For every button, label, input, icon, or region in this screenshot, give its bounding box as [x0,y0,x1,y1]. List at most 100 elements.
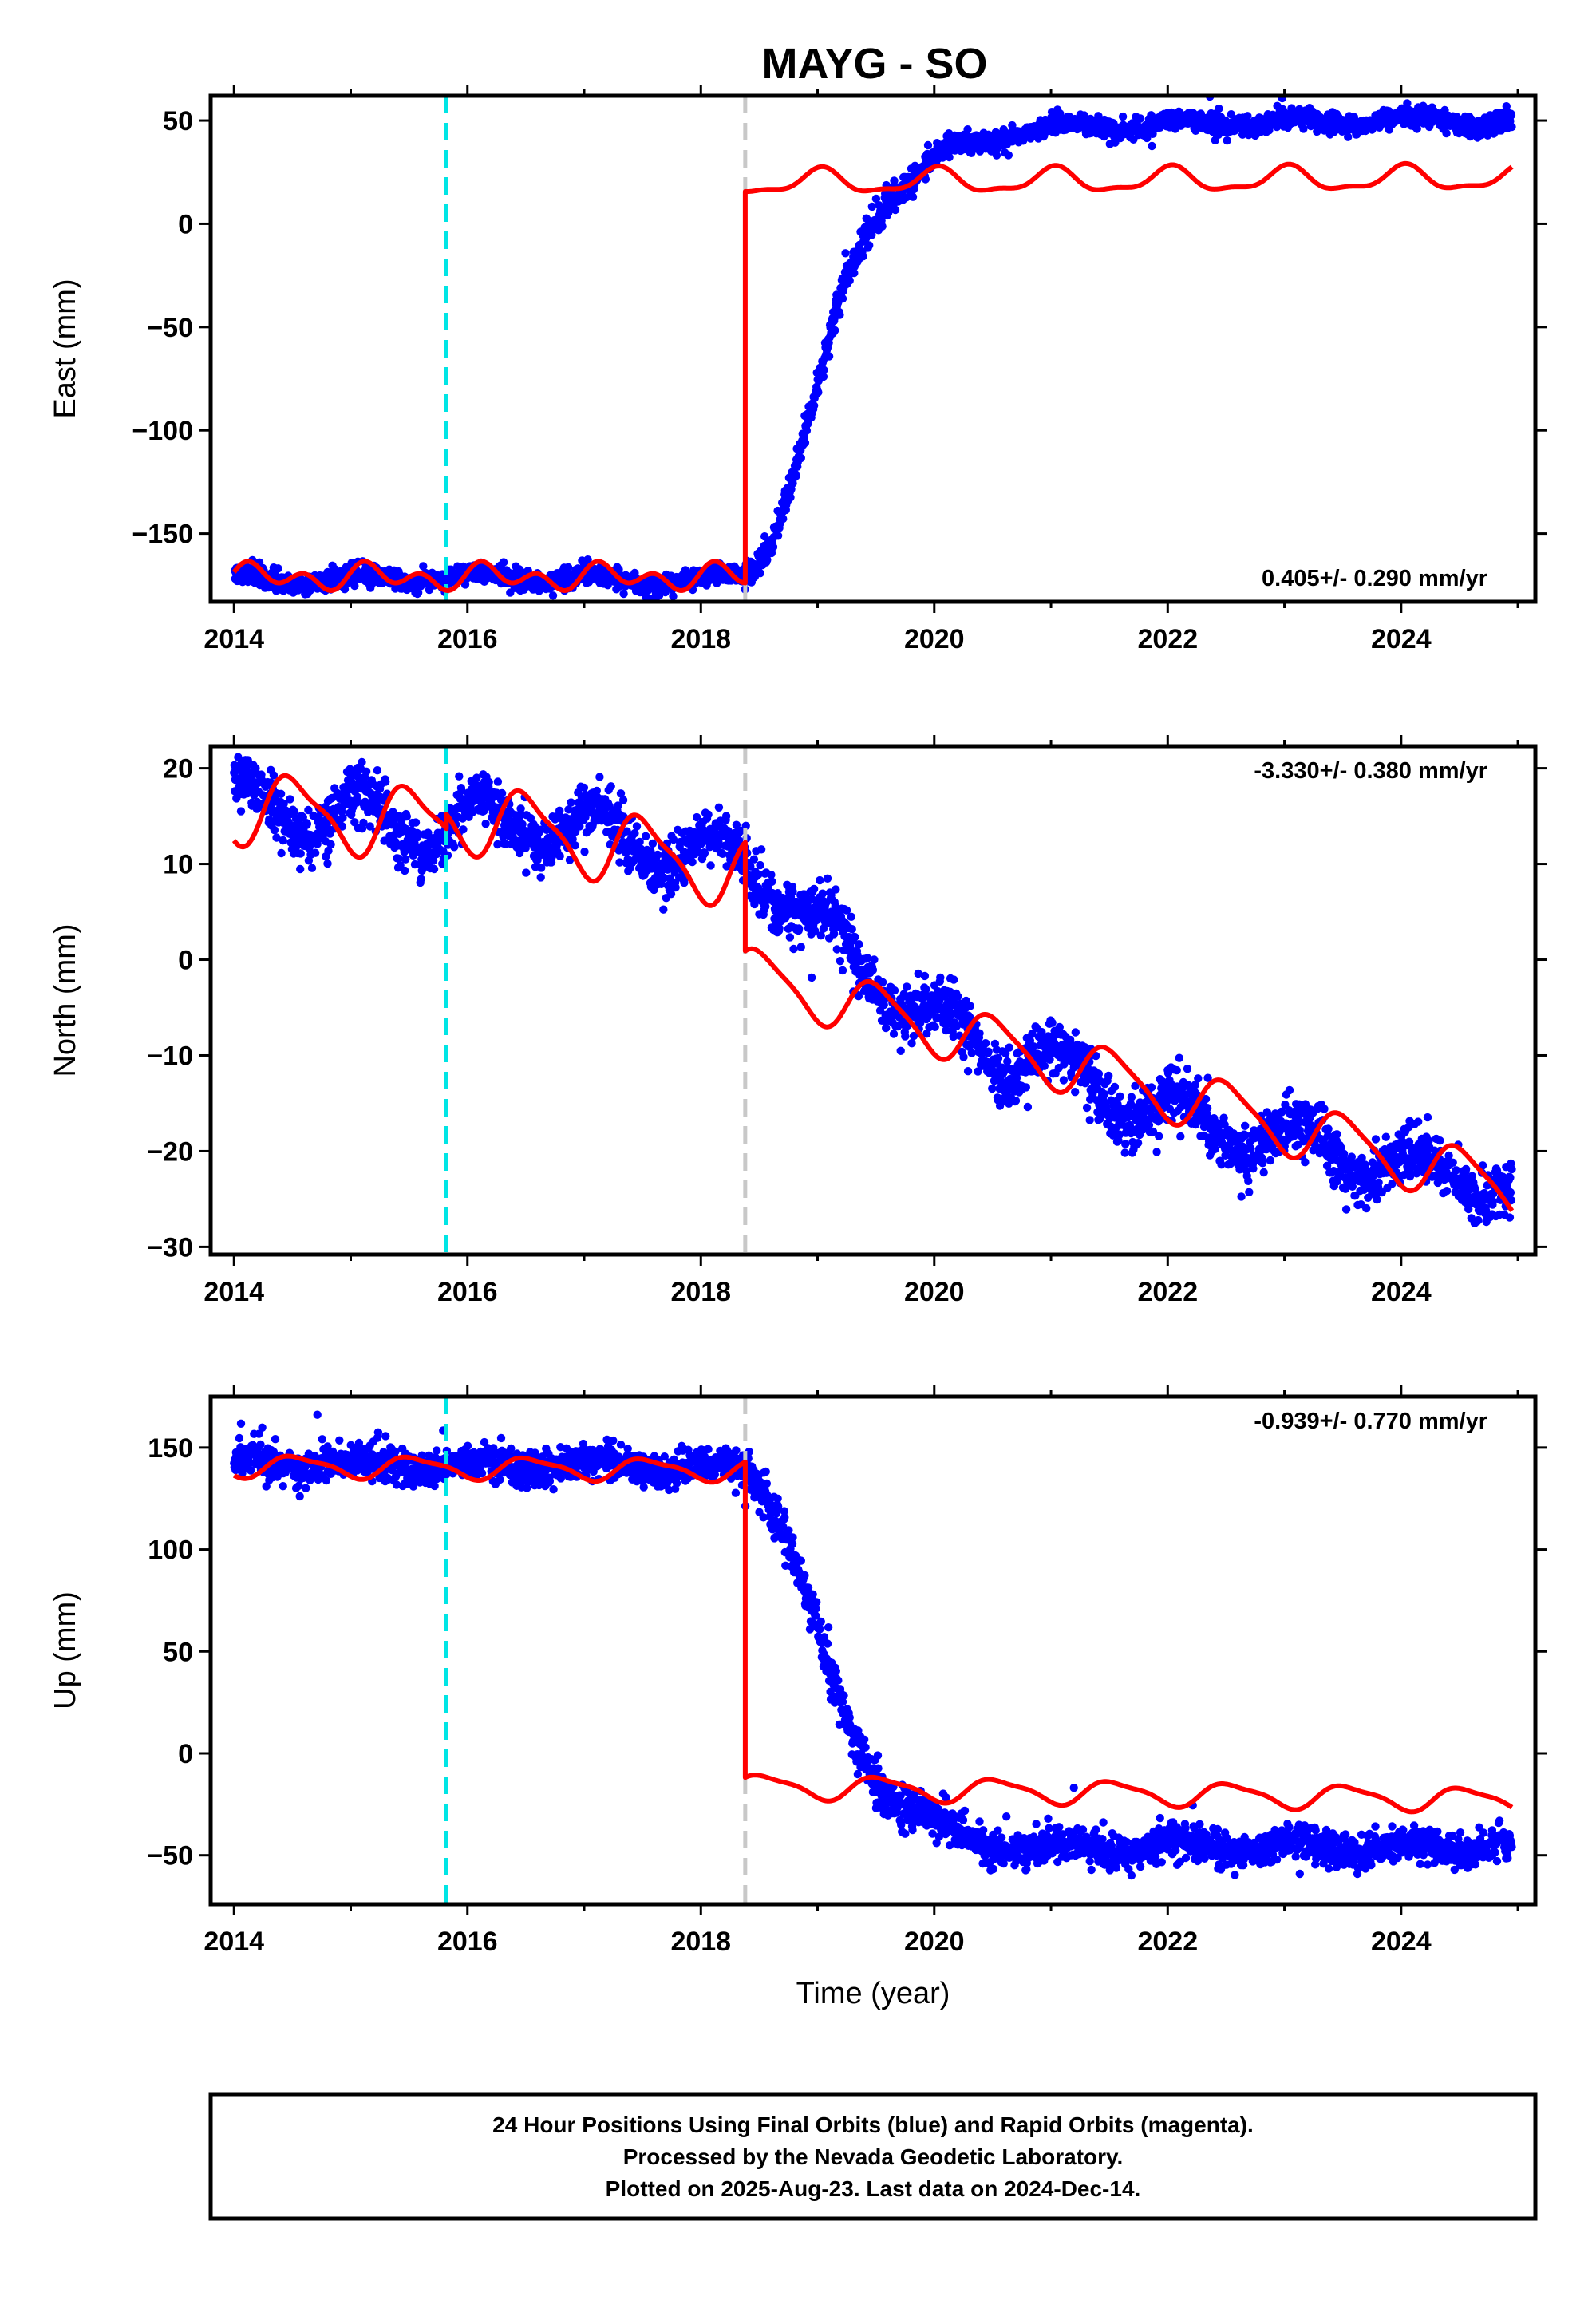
east-ytick-label: 0 [178,209,193,239]
north-data-point [635,837,644,847]
north-data-point [555,806,564,815]
north-data-point [1071,1088,1080,1097]
north-data-point [757,845,766,854]
north-data-point [417,875,425,883]
north-data-point [555,852,564,860]
east-data-point [867,202,877,211]
north-data-point [789,944,798,954]
north-data-point [1021,1083,1031,1092]
north-data-point [365,822,374,831]
north-data-point [1040,1061,1049,1070]
north-data-point [1005,1043,1014,1052]
east-data-point [760,532,769,541]
north-data-point [338,822,347,831]
north-data-point [493,777,503,786]
north-data-point [381,777,390,786]
east-data-point [563,563,573,571]
east-data-point [824,352,834,361]
north-data-point [963,1067,973,1076]
east-data-point [1344,132,1353,141]
east-data-point [802,426,812,435]
east-data-point [831,326,839,335]
east-data-point [763,555,772,564]
north-data-point [704,810,713,819]
north-data-point [307,864,317,872]
north-data-point [659,905,668,914]
north-data-point [807,973,816,982]
east-data-point [548,591,558,600]
north-data-point [380,836,389,845]
north-data-point [1023,1102,1033,1112]
north-data-points [230,746,1516,1228]
north-data-point [718,849,727,859]
north-data-point [480,806,488,816]
east-data-point [669,591,678,601]
north-data-point [450,843,459,852]
north-data-point [648,839,658,848]
east-data-point [1215,104,1223,113]
east-data-point [274,564,282,573]
east-data-point [845,276,854,285]
north-data-point [1059,1076,1069,1085]
north-data-point [326,840,335,849]
north-data-point [616,789,626,798]
north-data-point [302,820,312,828]
east-data-point [482,575,491,583]
north-data-point [279,799,288,808]
north-data-point [277,848,286,858]
north-data-point [795,924,804,933]
north-data-point [671,883,680,892]
east-data-point [865,241,874,250]
north-data-point [361,767,371,776]
east-data-point [890,176,899,185]
north-data-point [536,825,545,834]
east-data-point [768,543,778,551]
north-data-point [981,1039,990,1048]
north-data-point [459,825,468,834]
north-data-point [401,855,410,864]
east-data-point [583,555,592,564]
east-ytick-label: −100 [132,416,193,446]
north-data-point [310,848,320,857]
north-data-point [788,887,797,896]
east-data-point [419,562,428,571]
north-data-point [614,801,622,810]
east-data-point [1223,136,1231,145]
east-data-point [908,192,918,201]
east-data-point [413,588,423,597]
north-data-point [832,945,842,954]
north-data-point [855,940,863,949]
north-data-point [324,846,333,856]
north-data-point [936,973,945,982]
north-data-point [615,858,624,867]
east-ytick-label: −150 [132,520,193,550]
east-data-point [878,222,887,231]
east-data-point [884,208,893,217]
north-data-point [571,841,579,850]
east-data-point [820,366,828,374]
north-data-point [537,864,546,872]
north-data-point [984,1047,993,1056]
east-data-point [1094,112,1103,121]
north-data-point [592,786,601,796]
north-data-point [706,861,715,870]
east-data-point [1299,124,1308,133]
north-data-point [994,1053,1003,1063]
north-data-point [338,813,347,822]
north-data-point [251,764,260,773]
north-data-point [353,792,361,801]
north-data-point [785,933,795,942]
north-data-point [272,833,281,842]
east-data-point [945,152,954,162]
north-data-point [279,836,287,845]
north-data-point [920,971,930,981]
north-data-point [286,795,294,804]
north-data-point [411,818,421,827]
north-data-point [930,1022,939,1032]
north-data-point [1003,1057,1012,1066]
east-data-point [1507,122,1516,132]
north-data-point [484,777,493,787]
north-data-point [847,912,855,922]
north-data-point [959,1053,968,1061]
